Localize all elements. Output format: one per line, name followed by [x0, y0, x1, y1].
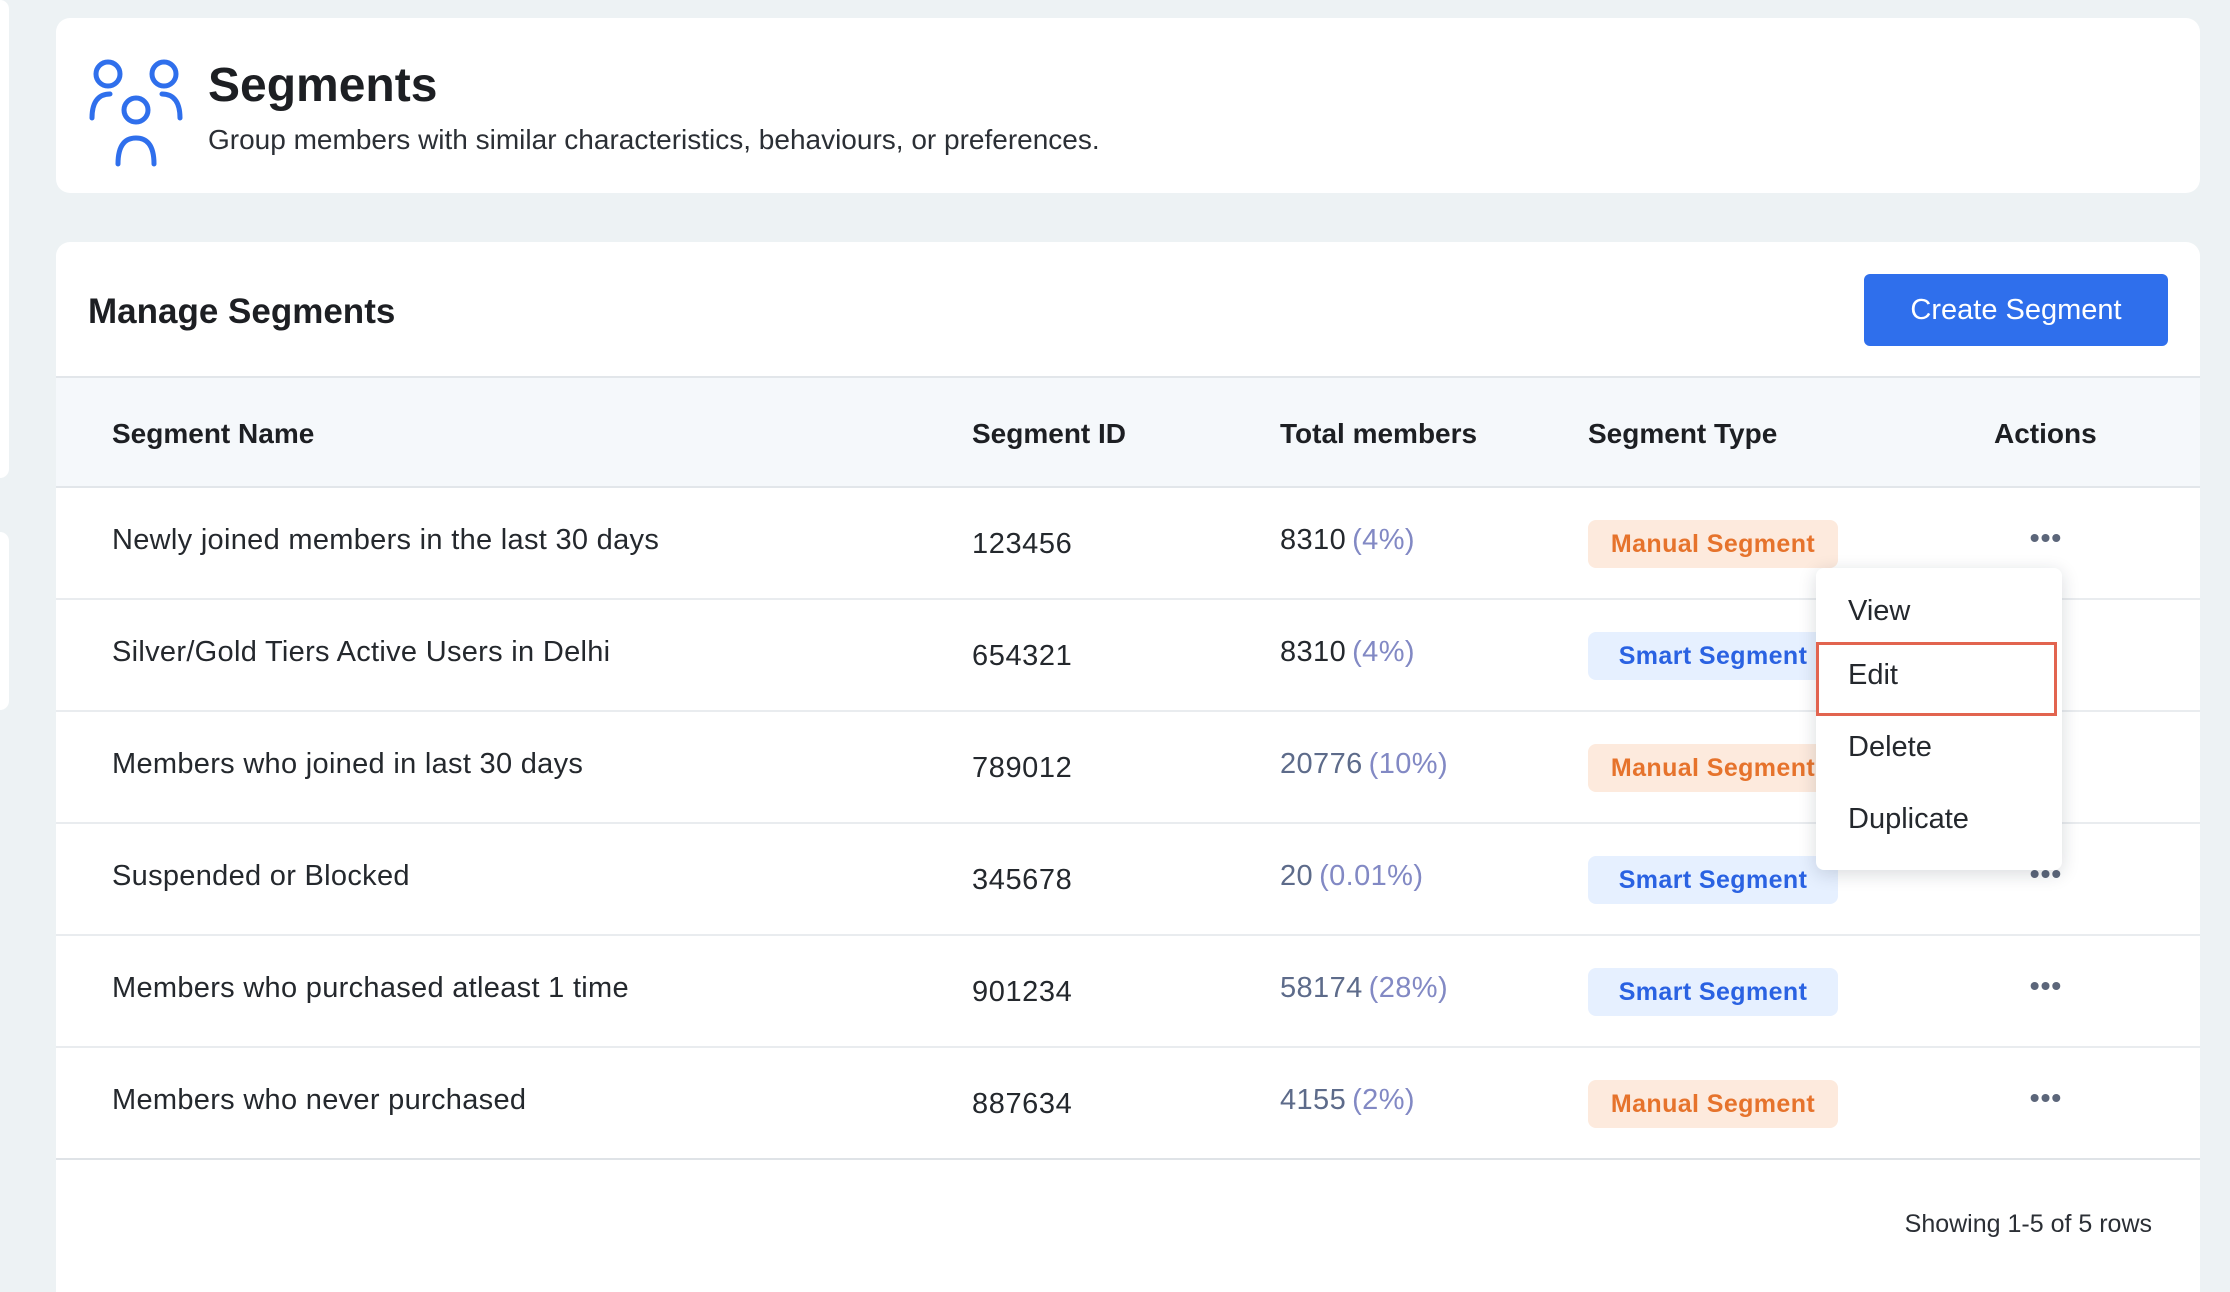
table-row[interactable]: Newly joined members in the last 30 days…: [56, 488, 2200, 600]
segment-type-badge: Smart Segment: [1588, 968, 1838, 1016]
more-horizontal-icon[interactable]: •••: [2029, 858, 2063, 889]
member-percent: (28%): [1368, 972, 1449, 1004]
total-members: 20776 (10%): [1280, 748, 1448, 781]
table-row[interactable]: Suspended or Blocked 345678 20 (0.01%) Sm…: [56, 824, 2200, 936]
total-members: 58174 (28%): [1280, 972, 1448, 1005]
segment-type-badge: Smart Segment: [1588, 632, 1838, 680]
sidebar-edge-bottom: [0, 532, 9, 710]
member-count: 8310: [1280, 636, 1347, 668]
column-header-segment-name: Segment Name: [112, 418, 315, 449]
segment-id: 887634: [972, 1088, 1073, 1120]
more-horizontal-icon[interactable]: •••: [2029, 970, 2063, 1001]
segment-id: 654321: [972, 640, 1073, 672]
column-header-segment-type: Segment Type: [1588, 418, 1778, 449]
segment-id: 123456: [972, 528, 1073, 560]
table-body: Newly joined members in the last 30 days…: [56, 488, 2200, 1160]
member-percent: (2%): [1352, 1084, 1415, 1116]
segment-type-badge: Manual Segment: [1588, 520, 1838, 568]
menu-item-view[interactable]: View: [1848, 594, 1911, 627]
more-horizontal-icon[interactable]: •••: [2029, 1082, 2063, 1113]
column-header-total-members: Total members: [1280, 418, 1478, 449]
menu-item-edit[interactable]: Edit: [1848, 658, 1898, 691]
member-percent: (4%): [1352, 524, 1415, 556]
segment-name: Members who joined in last 30 days: [112, 748, 584, 780]
member-count: 20: [1280, 860, 1314, 892]
segment-type-badge: Manual Segment: [1588, 744, 1838, 792]
member-percent: (10%): [1368, 748, 1449, 780]
segment-id: 345678: [972, 864, 1073, 896]
table-row[interactable]: Members who joined in last 30 days 78901…: [56, 712, 2200, 824]
total-members: 8310 (4%): [1280, 524, 1415, 557]
table-row[interactable]: Members who never purchased 887634 4155(…: [56, 1048, 2200, 1160]
segment-id: 789012: [972, 752, 1073, 784]
table-header: Segment Name Segment ID Total members Se…: [56, 376, 2200, 488]
segment-name: Members who never purchased: [112, 1084, 527, 1116]
segment-type-badge: Smart Segment: [1588, 856, 1838, 904]
segment-type-badge: Manual Segment: [1588, 1080, 1838, 1128]
page-title: Segments: [208, 59, 438, 112]
segment-name: Newly joined members in the last 30 days: [112, 524, 660, 556]
member-count: 8310: [1280, 524, 1347, 556]
segment-name: Silver/Gold Tiers Active Users in Delhi: [112, 636, 611, 668]
total-members: 8310 (4%): [1280, 636, 1415, 669]
menu-item-duplicate[interactable]: Duplicate: [1848, 802, 1969, 835]
people-group-icon: [89, 59, 183, 167]
column-header-actions: Actions: [1994, 418, 2097, 449]
member-count: 4155: [1280, 1084, 1347, 1116]
menu-item-delete[interactable]: Delete: [1848, 730, 1932, 763]
section-title: Manage Segments: [88, 292, 396, 331]
member-count: 20776: [1280, 748, 1363, 780]
page-subtitle: Group members with similar characteristi…: [208, 124, 1100, 155]
actions-dropdown-menu: View Edit Delete Duplicate: [1816, 568, 2062, 870]
segment-name: Members who purchased atleast 1 time: [112, 972, 629, 1004]
pagination-text: Showing 1-5 of 5 rows: [1904, 1210, 2152, 1238]
total-members: 4155 (2%): [1280, 1084, 1415, 1117]
table-row[interactable]: Silver/Gold Tiers Active Users in Delhi …: [56, 600, 2200, 712]
total-members: 20 (0.01%): [1280, 860, 1423, 893]
segment-id: 901234: [972, 976, 1073, 1008]
segment-name: Suspended or Blocked: [112, 860, 410, 892]
member-percent: (0.01%): [1319, 860, 1424, 892]
sidebar-edge-top: [0, 0, 9, 478]
column-header-segment-id: Segment ID: [972, 418, 1127, 449]
member-percent: (4%): [1352, 636, 1415, 668]
member-count: 58174: [1280, 972, 1363, 1004]
create-segment-button[interactable]: Create Segment: [1864, 274, 2168, 346]
more-horizontal-icon[interactable]: •••: [2029, 522, 2063, 553]
table-row[interactable]: Members who purchased atleast 1 time 901…: [56, 936, 2200, 1048]
page-header: Segments Group members with similar char…: [56, 18, 2200, 193]
